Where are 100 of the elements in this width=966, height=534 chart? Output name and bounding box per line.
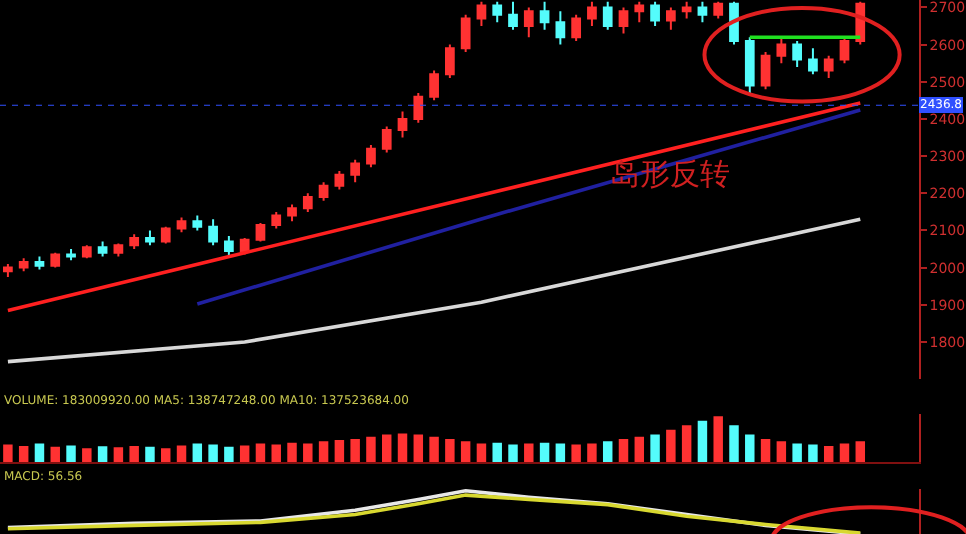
bar (776, 441, 787, 462)
candlestick (397, 110, 408, 139)
bar (350, 439, 360, 462)
candlestick (666, 6, 676, 31)
bar (145, 446, 155, 462)
candlestick (445, 43, 455, 80)
candlestick (318, 181, 329, 202)
bar (792, 443, 802, 462)
bar (729, 425, 739, 462)
candlestick (350, 158, 361, 184)
candlestick (50, 251, 61, 269)
bar (50, 446, 60, 462)
bar (681, 425, 692, 462)
bar (634, 436, 645, 462)
bar (492, 442, 502, 462)
bar (397, 433, 408, 462)
candlestick (823, 54, 834, 80)
bar (97, 446, 108, 462)
candlestick (334, 169, 345, 191)
candlestick (208, 218, 218, 247)
candlestick (302, 192, 313, 213)
candlestick (571, 13, 582, 42)
bar (429, 436, 439, 462)
bar (745, 434, 755, 462)
bar (602, 441, 613, 462)
candlestick (18, 257, 29, 273)
candlestick (255, 222, 266, 243)
bar (571, 444, 581, 462)
candlestick (634, 0, 645, 24)
candlestick (602, 0, 613, 31)
bar (460, 441, 471, 462)
bar (334, 439, 345, 462)
candlestick (97, 240, 108, 258)
candlestick (713, 0, 724, 20)
bar (666, 429, 676, 462)
candlestick (145, 229, 155, 247)
candlestick (650, 0, 660, 28)
bar (34, 443, 45, 462)
bar (587, 443, 597, 462)
candlestick (776, 36, 787, 65)
bar (618, 439, 629, 462)
bar (839, 443, 850, 462)
candlestick (587, 0, 597, 28)
candlestick (271, 210, 282, 230)
bar (303, 443, 313, 462)
candlestick (176, 216, 187, 234)
candlestick (192, 214, 203, 232)
candlestick (287, 203, 297, 223)
candlestick (760, 51, 771, 91)
candlestick (113, 242, 124, 258)
candlestick (429, 69, 439, 102)
bar (176, 445, 187, 462)
bar (161, 448, 171, 462)
bar (239, 445, 250, 462)
bar (445, 439, 455, 462)
candlestick (618, 6, 629, 35)
candlestick (508, 0, 518, 31)
candlestick (697, 0, 708, 24)
bar (760, 439, 771, 462)
candlestick (81, 244, 92, 260)
candlestick (224, 235, 234, 258)
candlestick (539, 0, 550, 31)
candlestick (34, 255, 45, 271)
bar (697, 420, 708, 462)
bar (66, 445, 76, 462)
bar (539, 442, 550, 462)
candlestick (555, 10, 566, 46)
bar (413, 434, 424, 462)
candlestick (413, 91, 424, 124)
bar (287, 442, 297, 462)
bar (3, 444, 13, 462)
bar (18, 445, 29, 462)
bar (476, 443, 487, 462)
candlestick (492, 0, 503, 24)
candlestick (681, 0, 692, 20)
bar (555, 443, 566, 462)
candlestick (381, 125, 392, 154)
bar (255, 443, 266, 462)
bar (855, 441, 866, 462)
candlestick (160, 225, 171, 245)
bar (113, 447, 124, 462)
candlestick (3, 262, 13, 278)
candlestick (523, 6, 534, 39)
bar (192, 443, 203, 462)
bar (82, 448, 92, 462)
bar (713, 416, 723, 462)
bar (524, 443, 534, 462)
bar (271, 444, 281, 462)
candlestick (66, 248, 76, 262)
bar (224, 446, 234, 462)
candlestick (366, 143, 376, 169)
candlestick (744, 36, 755, 94)
bar (129, 445, 139, 462)
bar (366, 436, 376, 462)
candlestick (460, 13, 471, 54)
candlestick (476, 0, 487, 28)
bar (318, 441, 329, 462)
candlestick (808, 47, 818, 76)
line-series (6, 217, 863, 364)
bar (650, 434, 660, 462)
